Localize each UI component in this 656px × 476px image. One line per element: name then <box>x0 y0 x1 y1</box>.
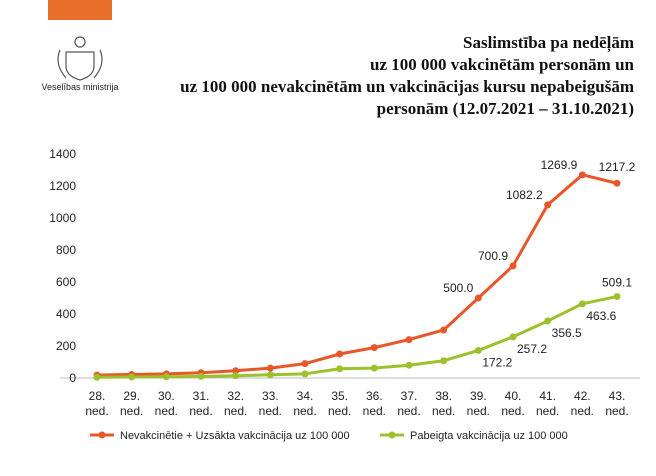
data-point <box>128 373 136 381</box>
y-tick-label: 800 <box>56 243 76 257</box>
logo-text: Veselības ministrija <box>41 82 118 92</box>
data-point <box>336 365 344 373</box>
chart-title: uz 100 000 nevakcinētām un vakcinācijas … <box>180 77 634 96</box>
data-point <box>578 171 586 179</box>
data-point <box>232 367 240 375</box>
data-label: 700.9 <box>478 249 508 263</box>
data-point <box>474 346 482 354</box>
y-tick-label: 200 <box>56 339 76 353</box>
y-tick-label: 1400 <box>49 147 76 161</box>
logo <box>57 36 103 81</box>
data-label: 257.2 <box>517 342 547 356</box>
data-point <box>440 326 448 334</box>
chart-title: Saslimstība pa nedēļām <box>463 33 634 53</box>
legend-label: Pabeigta vakcinācija uz 100 000 <box>410 430 568 442</box>
y-tick-label: 0 <box>69 371 76 385</box>
y-tick-label: 1000 <box>49 211 76 225</box>
data-label: 1082.2 <box>506 188 543 202</box>
data-label: 356.5 <box>552 326 582 340</box>
data-point <box>578 300 586 308</box>
data-point <box>370 364 378 372</box>
data-point <box>301 360 309 368</box>
data-point <box>544 201 552 209</box>
x-tick-label: 42. ned. <box>571 389 594 418</box>
data-label: 1217.2 <box>599 160 636 174</box>
data-point <box>162 373 170 381</box>
data-point <box>440 357 448 365</box>
x-tick-label: 38. ned. <box>432 389 455 418</box>
brand-bar <box>48 0 112 20</box>
y-tick-label: 400 <box>56 307 76 321</box>
x-tick-label: 39. ned. <box>467 389 490 418</box>
data-point <box>405 336 413 344</box>
legend-marker <box>388 431 396 439</box>
data-point <box>266 371 274 379</box>
data-point <box>509 262 517 270</box>
x-tick-label: 34. ned. <box>293 389 316 418</box>
data-label: 172.2 <box>482 355 512 369</box>
x-tick-label: 35. ned. <box>328 389 351 418</box>
data-label: 463.6 <box>586 309 616 323</box>
data-point <box>93 373 101 381</box>
data-point <box>509 333 517 341</box>
data-point <box>197 372 205 380</box>
data-label: 509.1 <box>602 276 632 290</box>
data-point <box>301 370 309 378</box>
x-tick-label: 32. ned. <box>224 389 247 418</box>
x-tick-label: 30. ned. <box>155 389 178 418</box>
y-tick-label: 600 <box>56 275 76 289</box>
data-point <box>266 364 274 372</box>
data-label: 1269.9 <box>541 158 578 172</box>
x-tick-label: 28. ned. <box>85 389 108 418</box>
chart-title: personām (12.07.2021 – 31.10.2021) <box>377 99 634 118</box>
chart-title: uz 100 000 vakcinētām personām un <box>370 55 635 74</box>
series-line <box>96 173 618 377</box>
data-point <box>232 372 240 380</box>
x-tick-label: 43. ned. <box>605 389 628 418</box>
x-tick-label: 37. ned. <box>397 389 420 418</box>
x-tick-label: 33. ned. <box>259 389 282 418</box>
x-tick-label: 40. ned. <box>501 389 524 418</box>
series-line <box>96 295 618 379</box>
x-tick-label: 29. ned. <box>120 389 143 418</box>
y-tick-label: 1200 <box>49 179 76 193</box>
data-point <box>336 350 344 358</box>
legend-label: Nevakcinētie + Uzsākta vakcinācija uz 10… <box>120 430 350 442</box>
x-tick-label: 41. ned. <box>536 389 559 418</box>
data-point <box>544 317 552 325</box>
data-point <box>405 361 413 369</box>
data-point <box>613 293 621 301</box>
data-point <box>613 179 621 187</box>
data-label: 500.0 <box>443 281 473 295</box>
data-point <box>370 344 378 352</box>
data-point <box>474 294 482 302</box>
x-tick-label: 31. ned. <box>189 389 212 418</box>
x-tick-label: 36. ned. <box>363 389 386 418</box>
legend-marker <box>98 431 106 439</box>
